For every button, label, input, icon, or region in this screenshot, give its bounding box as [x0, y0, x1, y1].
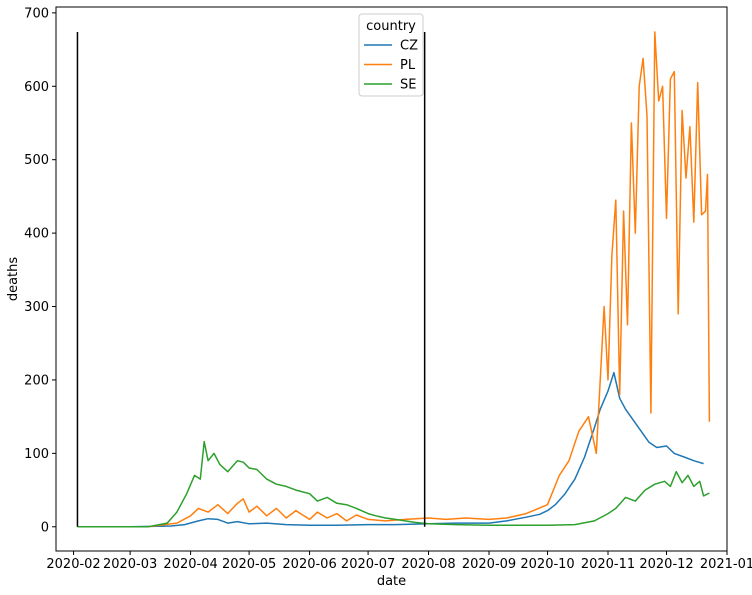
- y-tick-label: 300: [24, 300, 49, 315]
- x-tick-label: 2020-08: [401, 557, 455, 572]
- x-tick-label: 2020-09: [462, 557, 516, 572]
- x-tick-label: 2020-07: [341, 557, 395, 572]
- x-tick-label: 2020-05: [222, 557, 276, 572]
- axes-frame: [55, 6, 728, 552]
- legend-entry-cz: CZ: [400, 39, 418, 54]
- legend-entry-se: SE: [400, 78, 416, 93]
- y-tick-label: 500: [24, 153, 49, 168]
- x-tick-label: 2020-04: [163, 557, 217, 572]
- series-line-cz: [77, 371, 704, 528]
- x-axis-label: date: [377, 574, 406, 589]
- y-tick-label: 400: [24, 227, 49, 242]
- x-tick-label: 2020-06: [282, 557, 336, 572]
- y-axis-label: deaths: [6, 257, 21, 302]
- y-tick-label: 100: [24, 447, 49, 462]
- y-tick-label: 700: [24, 6, 49, 21]
- y-tick-label: 200: [24, 373, 49, 388]
- plot-area: [76, 31, 711, 528]
- legend: country CZ PL SE: [358, 13, 424, 97]
- y-tick-label: 0: [41, 520, 49, 535]
- series-line-pl: [77, 31, 711, 528]
- x-tick-label: 2020-03: [103, 557, 157, 572]
- y-tick-label: 600: [24, 80, 49, 95]
- x-tick-label: 2020-11: [581, 557, 635, 572]
- legend-entry-pl: PL: [400, 58, 416, 73]
- legend-entries: CZ PL SE: [364, 39, 418, 93]
- axes: 2020-02 2020-03 2020-04 2020-05 2020-06 2020-…: [24, 6, 752, 572]
- x-tick-label: 2020-10: [520, 557, 574, 572]
- legend-frame: [358, 13, 424, 97]
- series-line-se: [77, 440, 710, 528]
- x-tick-label: 2020-12: [639, 557, 693, 572]
- x-tick-label: 2021-01: [700, 557, 752, 572]
- x-tick-label: 2020-02: [46, 557, 100, 572]
- legend-title: country: [366, 19, 416, 34]
